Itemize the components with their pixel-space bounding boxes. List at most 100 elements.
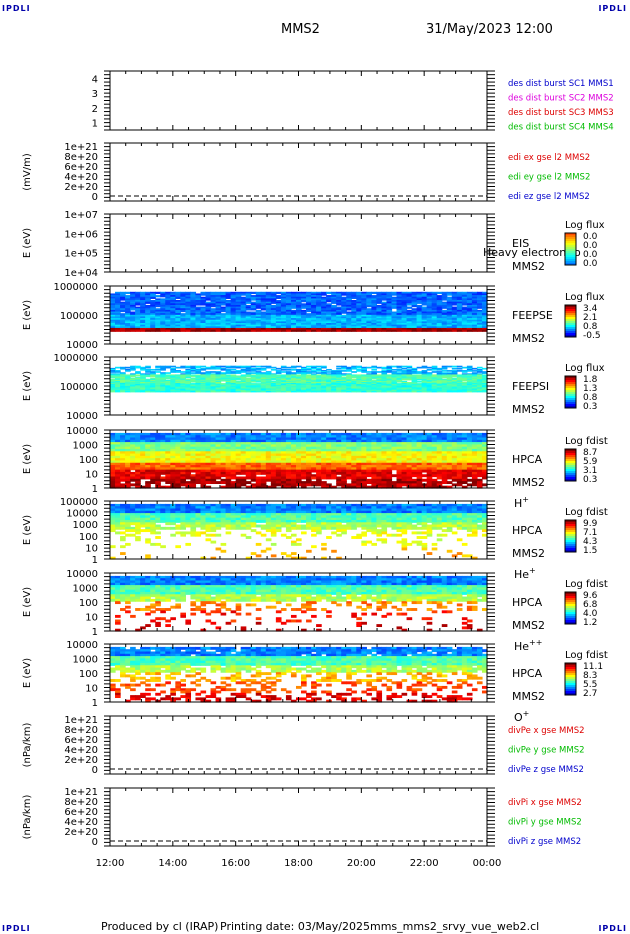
heatmap-cell xyxy=(426,323,433,326)
heatmap-cell xyxy=(125,313,131,316)
heatmap-cell xyxy=(311,382,317,384)
heatmap-cell xyxy=(240,390,247,393)
heatmap-cell xyxy=(195,455,202,459)
heatmap-cell xyxy=(301,303,307,306)
heatmap-cell xyxy=(461,308,468,311)
heatmap-cell xyxy=(306,474,312,478)
heatmap-cell xyxy=(456,382,463,384)
heatmap-cell xyxy=(285,304,292,308)
heatmap-cell xyxy=(366,462,372,466)
heatmap-cell xyxy=(265,300,272,303)
heatmap-cell xyxy=(225,303,232,306)
heatmap-cell xyxy=(235,444,242,448)
heatmap-cell xyxy=(130,365,136,368)
heatmap-cell xyxy=(401,372,408,374)
heatmap-cell xyxy=(225,471,232,475)
heatmap-cell xyxy=(471,373,478,375)
heatmap-cell xyxy=(180,474,186,478)
heatmap-cell xyxy=(265,376,272,379)
heatmap-cell xyxy=(371,306,378,309)
heatmap-cell xyxy=(456,316,463,319)
heatmap-cell xyxy=(386,370,393,372)
heatmap-cell xyxy=(275,481,282,485)
heatmap-cell xyxy=(391,374,398,377)
heatmap-cell xyxy=(446,382,453,384)
heatmap-cell xyxy=(150,295,156,298)
heatmap-cell xyxy=(195,382,202,384)
heatmap-cell xyxy=(235,453,242,457)
heatmap-cell xyxy=(280,371,287,373)
heatmap-cell xyxy=(386,300,393,303)
heatmap-cell xyxy=(190,451,197,455)
heatmap-cell xyxy=(200,385,207,387)
heatmap-cell xyxy=(235,377,242,380)
heatmap-cell xyxy=(250,467,257,471)
heatmap-cell xyxy=(481,298,488,301)
heatmap-cell xyxy=(331,476,337,480)
heatmap-cell xyxy=(205,291,212,295)
heatmap-cell xyxy=(406,316,413,319)
heatmap-cell xyxy=(295,467,302,471)
heatmap-cell xyxy=(391,389,398,392)
heatmap-cell xyxy=(215,311,222,314)
heatmap-cell xyxy=(366,318,372,321)
heatmap-cell xyxy=(461,326,468,329)
heatmap-cell xyxy=(396,390,403,393)
colorbar-step xyxy=(565,259,576,262)
heatmap-cell xyxy=(275,451,282,455)
heatmap-cell xyxy=(155,311,161,314)
heatmap-cell xyxy=(290,326,297,329)
heatmap-cell xyxy=(265,303,272,306)
heatmap-cell xyxy=(145,384,151,386)
heatmap-cell xyxy=(270,301,277,304)
heatmap-cell xyxy=(215,327,222,331)
heatmap-cell xyxy=(230,323,237,326)
heatmap-cell xyxy=(110,316,116,319)
heatmap-cell xyxy=(265,383,272,385)
heatmap-cell xyxy=(230,444,237,448)
heatmap-cell xyxy=(210,385,217,387)
heatmap-cell xyxy=(245,448,252,452)
heatmap-cell xyxy=(295,300,302,303)
heatmap-cell xyxy=(220,372,227,374)
heatmap-cell xyxy=(280,432,287,436)
heatmap-cell xyxy=(461,301,468,304)
heatmap-cell xyxy=(185,383,192,385)
heatmap-cell xyxy=(185,435,192,439)
heatmap-cell xyxy=(396,296,403,299)
heatmap-cell xyxy=(290,366,297,369)
heatmap-cell xyxy=(336,390,342,393)
heatmap-cell xyxy=(180,384,186,386)
heatmap-cell xyxy=(240,444,247,448)
heatmap-cell xyxy=(285,485,292,489)
heatmap-cell xyxy=(280,376,287,379)
heatmap-cell xyxy=(386,304,393,308)
y-tick-label: 6e+20 xyxy=(64,162,98,173)
heatmap-cell xyxy=(366,374,372,377)
heatmap-cell xyxy=(290,300,297,303)
heatmap-cell xyxy=(180,382,186,384)
heatmap-cell xyxy=(346,383,352,385)
heatmap-cell xyxy=(411,374,418,377)
heatmap-cell xyxy=(416,386,423,389)
heatmap-cell xyxy=(351,311,357,314)
heatmap-cell xyxy=(436,306,443,309)
heatmap-cell xyxy=(295,478,302,482)
heatmap-cell xyxy=(361,311,367,314)
heatmap-cell xyxy=(135,371,141,373)
heatmap-cell xyxy=(386,329,393,332)
heatmap-cell xyxy=(255,380,262,383)
heatmap-cell xyxy=(356,379,362,382)
heatmap-cell xyxy=(225,467,232,471)
heatmap-cell xyxy=(446,291,453,295)
heatmap-cell xyxy=(446,388,453,391)
heatmap-cell xyxy=(190,383,197,385)
heatmap-cell xyxy=(210,379,217,382)
heatmap-cell xyxy=(361,300,367,303)
corner-label-bottom-right: IPDLI xyxy=(598,924,627,933)
heatmap-cell xyxy=(190,293,197,296)
heatmap-cell xyxy=(205,323,212,326)
heatmap-cell xyxy=(165,306,171,309)
heatmap-cell xyxy=(170,383,176,385)
heatmap-cell xyxy=(180,478,186,482)
